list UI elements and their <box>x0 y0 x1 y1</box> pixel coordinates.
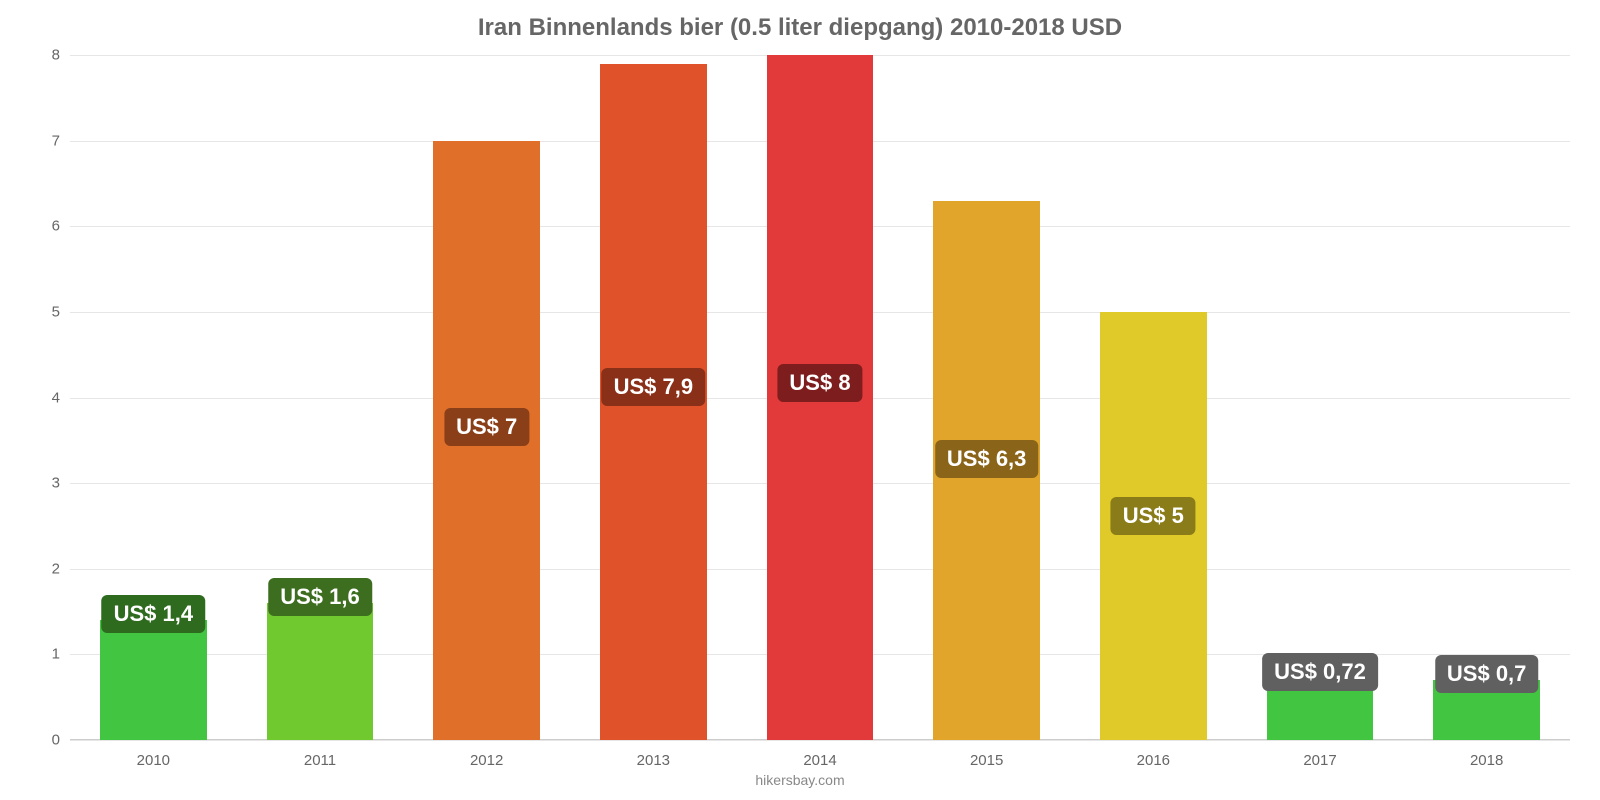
y-tick-label: 7 <box>30 132 60 149</box>
bar-value-label: US$ 5 <box>1111 497 1196 535</box>
x-tick-label: 2018 <box>1470 752 1503 769</box>
x-tick-label: 2013 <box>637 752 670 769</box>
x-tick-label: 2017 <box>1303 752 1336 769</box>
bar-value-label: US$ 8 <box>777 364 862 402</box>
y-tick-label: 4 <box>30 389 60 406</box>
x-tick-label: 2014 <box>803 752 836 769</box>
chart-container: Iran Binnenlands bier (0.5 liter diepgan… <box>0 0 1600 800</box>
x-tick-label: 2011 <box>304 752 336 769</box>
y-tick-label: 2 <box>30 560 60 577</box>
x-tick-label: 2010 <box>137 752 170 769</box>
bar-value-label: US$ 6,3 <box>935 440 1039 478</box>
y-tick-label: 1 <box>30 646 60 663</box>
bar-value-label: US$ 0,7 <box>1435 655 1539 693</box>
y-tick-label: 3 <box>30 475 60 492</box>
plot-area: US$ 1,4 US$ 1,6 US$ 7 US$ 7,9 US$ 8 US$ 6,3 US… <box>70 55 1570 740</box>
chart-footer: hikersbay.com <box>0 772 1600 788</box>
bar <box>100 620 207 740</box>
gridline <box>70 740 1570 741</box>
x-tick-label: 2016 <box>1137 752 1170 769</box>
y-tick-label: 8 <box>30 47 60 64</box>
y-tick-label: 6 <box>30 218 60 235</box>
x-tick-label: 2015 <box>970 752 1003 769</box>
bar-value-label: US$ 1,6 <box>268 578 372 616</box>
x-tick-label: 2012 <box>470 752 503 769</box>
bar <box>267 603 374 740</box>
bar-value-label: US$ 1,4 <box>102 595 206 633</box>
y-tick-label: 0 <box>30 732 60 749</box>
chart-title: Iran Binnenlands bier (0.5 liter diepgan… <box>0 14 1600 42</box>
bar-value-label: US$ 7 <box>444 408 529 446</box>
bar-value-label: US$ 7,9 <box>602 368 706 406</box>
bar-value-label: US$ 0,72 <box>1262 653 1378 691</box>
y-tick-label: 5 <box>30 303 60 320</box>
